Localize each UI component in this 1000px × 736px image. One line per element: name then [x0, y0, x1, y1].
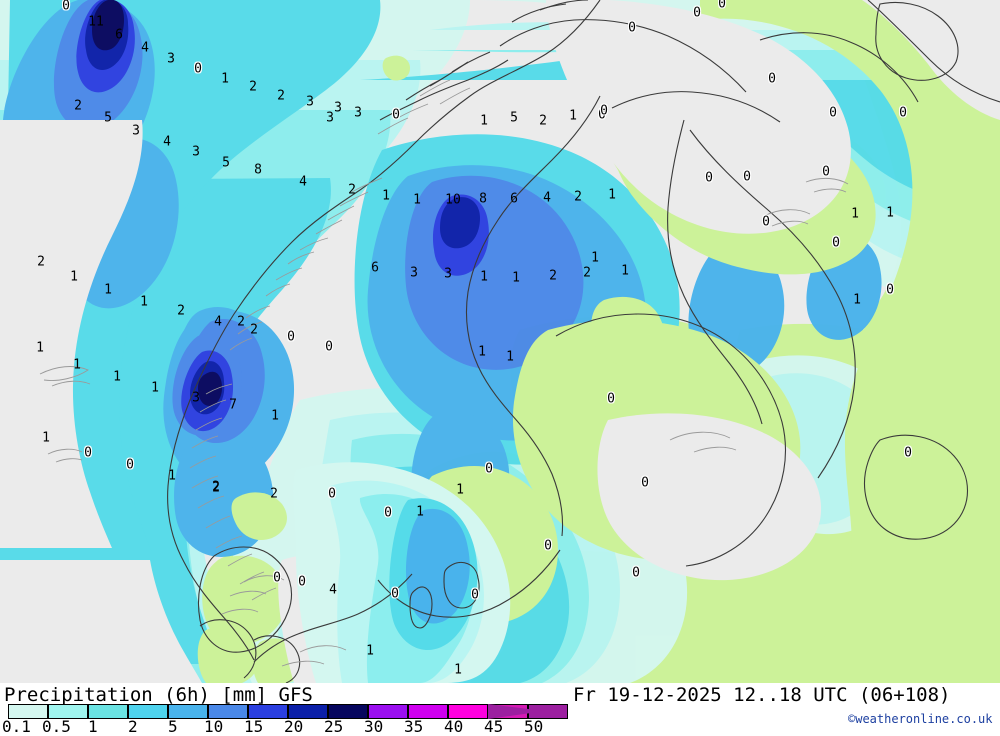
- grey-region-overlay: [0, 0, 1000, 683]
- scale-swatch-25: [328, 704, 368, 719]
- scale-overflow-arrow-icon: [488, 704, 545, 719]
- scale-swatch-15: [248, 704, 288, 719]
- scale-swatch-2: [128, 704, 168, 719]
- scale-tick-1: 1: [88, 717, 98, 736]
- map-title: Precipitation (6h) [mm] GFS: [4, 684, 313, 706]
- map-footer: Precipitation (6h) [mm] GFS Fr 19-12-202…: [0, 683, 1000, 735]
- map-canvas: [0, 0, 1000, 683]
- precipitation-map[interactable]: 0 11 6 4 3 0 1 2 2 3 3 2 5 3 4 3 5 8 4 2 1 3 3 0 1 5 2 1 0 0 0 0 0 0 0 0 2 1 1…: [0, 0, 1000, 683]
- scale-tick-10: 10: [204, 717, 224, 736]
- scale-tick-50: 50: [524, 717, 544, 736]
- scale-tick-5: 5: [168, 717, 178, 736]
- scale-swatch-35: [408, 704, 448, 719]
- precipitation-scale-ticks: 0.1 0.5 1 2 5 10 15 20 25 30 35 40 45 50: [0, 719, 560, 735]
- scale-tick-20: 20: [284, 717, 304, 736]
- scale-tick-0.1: 0.1: [2, 717, 31, 736]
- valid-datetime: Fr 19-12-2025 12..18 UTC (06+108): [573, 684, 951, 706]
- precipitation-color-scale[interactable]: [8, 704, 568, 719]
- scale-swatch-10: [208, 704, 248, 719]
- scale-swatch-0.1: [8, 704, 48, 719]
- scale-swatch-40: [448, 704, 488, 719]
- fjord-detail-layer: [39, 79, 849, 667]
- scale-swatch-1: [88, 704, 128, 719]
- scale-tick-2: 2: [128, 717, 138, 736]
- scale-tick-45: 45: [484, 717, 504, 736]
- copyright-credit: ©weatheronline.co.uk: [848, 712, 993, 726]
- coastline-layer: [167, 0, 1000, 683]
- scale-tick-30: 30: [364, 717, 384, 736]
- scale-tick-40: 40: [444, 717, 464, 736]
- scale-tick-35: 35: [404, 717, 424, 736]
- scale-swatch-20: [288, 704, 328, 719]
- scale-tick-25: 25: [324, 717, 344, 736]
- scale-swatch-30: [368, 704, 408, 719]
- scale-tick-0.5: 0.5: [42, 717, 71, 736]
- low-precip-overlay: [293, 462, 511, 683]
- scale-tick-15: 15: [244, 717, 264, 736]
- scale-swatch-5: [168, 704, 208, 719]
- scale-swatch-0.5: [48, 704, 88, 719]
